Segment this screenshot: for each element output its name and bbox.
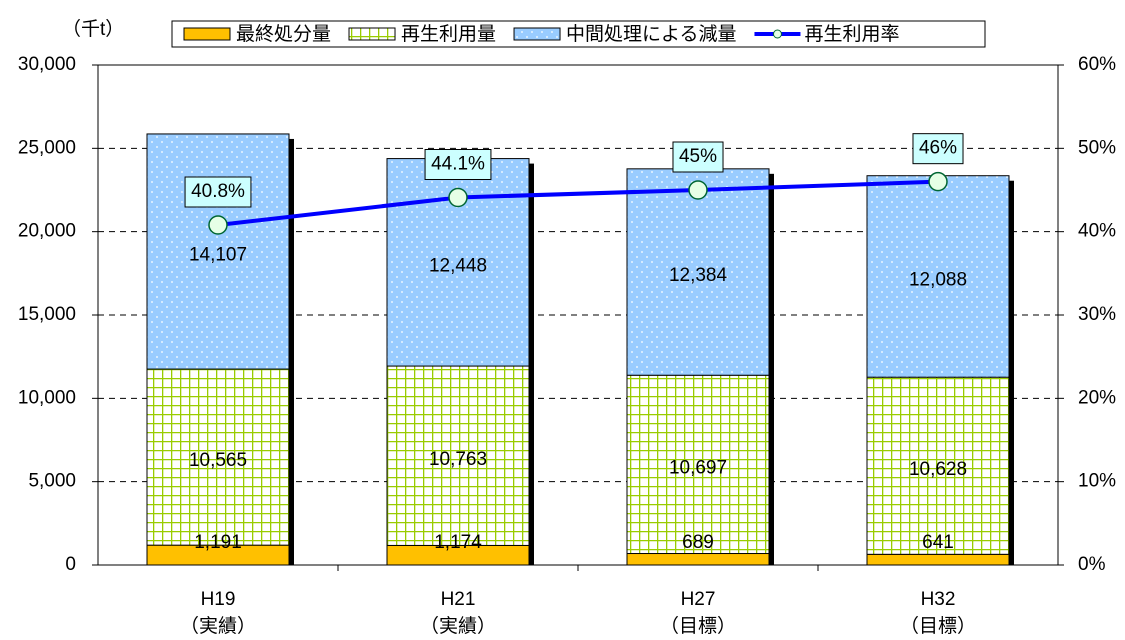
y-tick-label: 0 <box>65 554 76 575</box>
data-label: 10,763 <box>429 449 487 470</box>
x-tick-label: H32 <box>921 589 956 610</box>
y-tick-label: 30,000 <box>18 54 76 75</box>
line-label-box <box>184 176 252 208</box>
y2-tick-label: 50% <box>1078 137 1116 158</box>
x-tick-sublabel: （目標） <box>900 615 976 637</box>
bar <box>866 376 1010 555</box>
legend-label: 中間処理による減量 <box>566 23 736 45</box>
y2-tick-label: 0% <box>1078 554 1106 575</box>
line-label-box <box>912 133 964 165</box>
legend-swatch-marker <box>772 29 782 39</box>
x-tick-label: H19 <box>201 589 236 610</box>
x-tick-sublabel: （実績） <box>180 615 256 637</box>
y2-tick-label: 30% <box>1078 304 1116 325</box>
legend-swatch <box>348 27 396 41</box>
x-tick-label: H21 <box>441 589 476 610</box>
data-label: 10,628 <box>909 459 967 480</box>
legend-label: 再生利用量 <box>401 23 496 45</box>
legend-box <box>171 20 986 48</box>
x-tick-label: H27 <box>681 589 716 610</box>
x-tick-sublabel: （目標） <box>660 615 736 637</box>
y-axis-label: （千t） <box>62 18 124 40</box>
line <box>217 179 939 227</box>
bar <box>626 553 770 566</box>
data-label: 1,174 <box>434 532 482 553</box>
data-label: 1,191 <box>194 532 242 553</box>
bar <box>866 553 1010 566</box>
data-label: 10,697 <box>669 457 727 478</box>
line-label: 40.8% <box>191 181 245 202</box>
line-marker <box>448 187 468 208</box>
data-label: 12,448 <box>429 255 487 276</box>
line-label: 46% <box>919 138 957 159</box>
y-tick-label: 25,000 <box>18 137 76 158</box>
line-marker <box>688 180 708 200</box>
y-tick-label: 10,000 <box>18 387 76 408</box>
y2-tick-label: 10% <box>1078 471 1116 492</box>
data-label: 689 <box>682 532 714 553</box>
data-label: 12,088 <box>909 269 967 290</box>
data-label: 10,565 <box>189 450 247 471</box>
line-marker <box>928 171 948 192</box>
plot-frame <box>97 64 1059 566</box>
data-label: 12,384 <box>669 265 728 286</box>
y-tick-label: 15,000 <box>18 304 76 325</box>
y-tick-label: 5,000 <box>28 471 76 492</box>
line-label: 44.1% <box>431 154 485 175</box>
legend-label: 最終処分量 <box>236 23 331 45</box>
data-label: 641 <box>922 532 954 553</box>
line-label-box <box>672 141 724 173</box>
legend-label: 再生利用率 <box>804 23 899 45</box>
y-tick-label: 20,000 <box>18 221 76 242</box>
line-label-box <box>424 149 492 180</box>
legend-swatch <box>513 27 561 41</box>
x-tick-sublabel: （実績） <box>420 615 496 637</box>
data-label: 14,107 <box>189 245 247 266</box>
bar <box>626 168 770 376</box>
line-label: 45% <box>679 146 717 167</box>
legend: 最終処分量 再生利用量 中間処理による減量 再生利用率 <box>171 20 986 48</box>
bar <box>146 133 290 370</box>
bar <box>866 175 1010 378</box>
bar <box>626 374 770 555</box>
y2-tick-label: 60% <box>1078 54 1116 75</box>
bar <box>146 368 290 546</box>
y2-tick-label: 20% <box>1078 387 1116 408</box>
y2-tick-label: 40% <box>1078 221 1116 242</box>
legend-swatch <box>183 27 231 41</box>
bar <box>386 365 530 546</box>
line-marker <box>208 215 228 235</box>
